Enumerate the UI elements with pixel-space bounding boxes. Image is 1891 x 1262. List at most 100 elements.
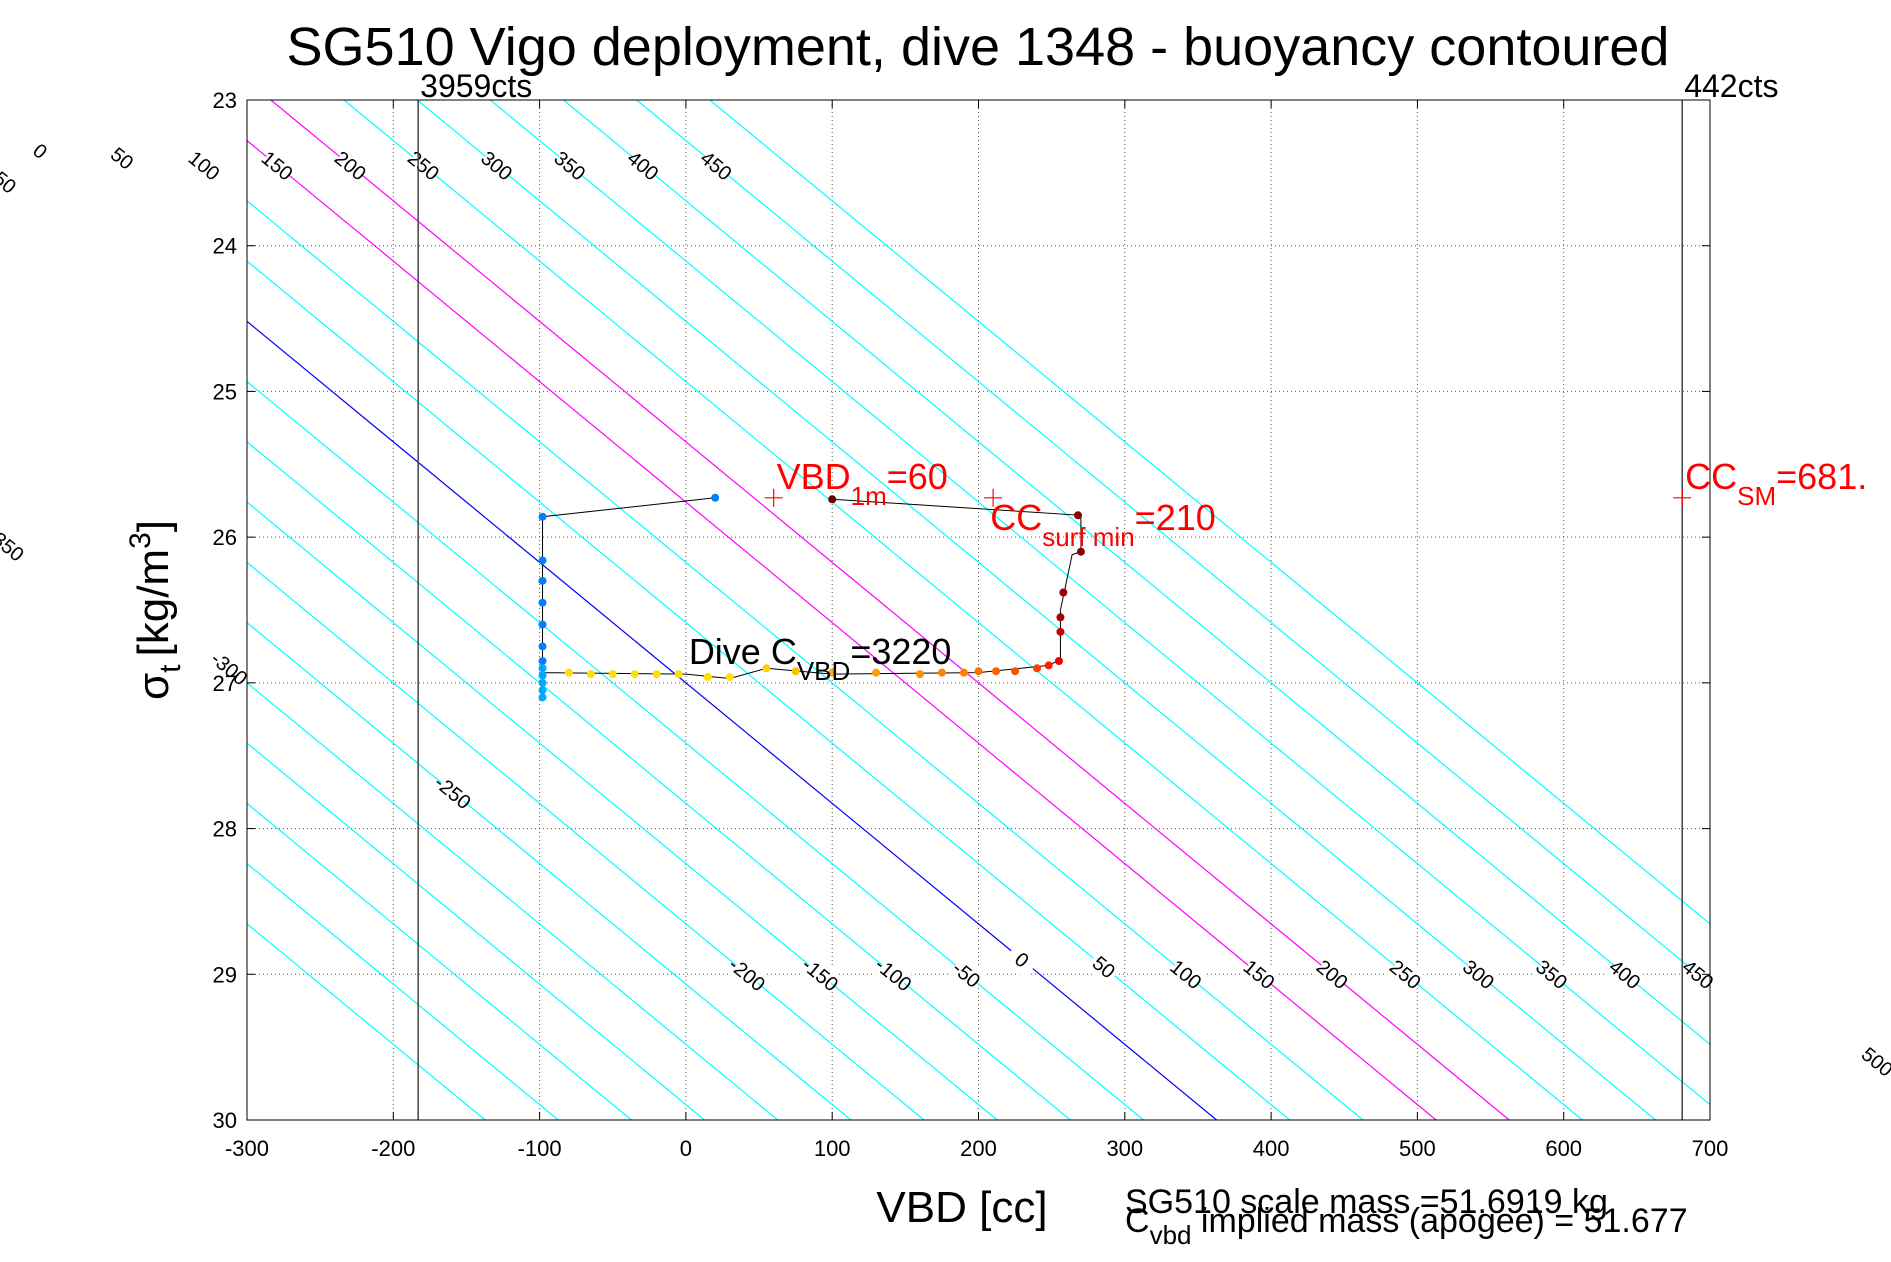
dive-point [762, 664, 771, 673]
dive-point [1059, 588, 1068, 597]
footer-implied-main: C [1125, 1202, 1150, 1240]
x-tick-label: 100 [814, 1136, 851, 1161]
contour-label-bg [1240, 955, 1279, 994]
contour-label-bg [331, 146, 370, 185]
contour-label-bg [185, 146, 224, 185]
contour-line [247, 380, 1144, 1120]
contour-label-bg [1605, 955, 1644, 994]
grid-lines [247, 100, 1710, 1120]
dive-point [652, 670, 661, 679]
contour-line [489, 100, 1710, 1106]
annotation-text: VBD1m=60 [777, 456, 948, 511]
y-axis-unit-close: ] [129, 520, 178, 532]
dive-point [1044, 661, 1053, 670]
dive-point [1076, 547, 1085, 556]
dive-point [959, 668, 968, 677]
contour-label-bg [210, 649, 249, 688]
x-tick-label: 700 [1692, 1136, 1729, 1161]
y-axis-label: σt [kg/m3] [124, 520, 187, 700]
contour-label: -350 [0, 524, 28, 566]
contour-line [416, 100, 1656, 1120]
contour-labels: -500-450-400-350-300-250-200-150-100-500… [0, 132, 1891, 1082]
y-tick-label: 25 [213, 379, 237, 404]
dive-point [674, 670, 683, 679]
contour-line [247, 923, 486, 1120]
dive-point [828, 495, 837, 504]
y-tick-label: 26 [213, 525, 237, 550]
contour-label-bg [801, 955, 840, 994]
y-tick-label: 29 [213, 962, 237, 987]
dive-point [703, 673, 712, 682]
x-tick-label: 400 [1253, 1136, 1290, 1161]
dive-point [586, 670, 595, 679]
contour-label-bg [404, 146, 443, 185]
dive-point [828, 668, 837, 677]
contour-line [247, 501, 998, 1120]
dive-points [538, 493, 1085, 702]
annotations: VBD1m=60 CCsurf min=210 CCSM=681. Dive CVBD… [689, 456, 1867, 686]
x-tick-label: 500 [1399, 1136, 1436, 1161]
reference-markers [764, 488, 1692, 507]
dive-point [872, 668, 881, 677]
contour-label-bg [1002, 940, 1042, 979]
x-tick-label: -300 [225, 1136, 269, 1161]
contour-label-bg [947, 955, 986, 994]
contour-line [247, 742, 705, 1120]
y-axis-unit: [kg/m [129, 549, 178, 657]
dive-point [538, 512, 547, 521]
contour-label-bg [728, 955, 767, 994]
dive-point [1056, 627, 1065, 636]
contour-label-bg [697, 146, 736, 185]
dive-point [725, 673, 734, 682]
contour-line [343, 100, 1583, 1120]
contour-label: 500 [1857, 1043, 1891, 1081]
contour-line [247, 139, 1437, 1120]
dive-point [974, 667, 983, 676]
y-axis-superscript: 3 [124, 532, 157, 549]
footer-implied-tail: implied mass (apogee) = 51.677 [1191, 1202, 1687, 1240]
y-tick-label: 24 [213, 234, 237, 259]
contour-label-bg [1313, 955, 1352, 994]
contour-line [247, 862, 559, 1120]
contour-label: 100 [184, 147, 224, 185]
vbd-limit-label: 3959cts [420, 68, 532, 104]
dive-point [937, 668, 946, 677]
y-tick-label: 23 [213, 88, 237, 113]
x-tick-label: 200 [960, 1136, 997, 1161]
contour-label-bg [874, 955, 913, 994]
contour-line [636, 100, 1710, 985]
contour-label: -50 [0, 163, 20, 198]
y-tick-label: 27 [213, 671, 237, 696]
dive-point [538, 686, 547, 695]
contour-label-bg [433, 773, 472, 812]
dive-point [538, 693, 547, 702]
vbd-limit-lines: 3959cts 442cts [417, 68, 1778, 1120]
dive-point [538, 620, 547, 629]
vbd-limit-label: 442cts [1684, 68, 1778, 104]
chart-title: SG510 Vigo deployment, dive 1348 - buoya… [287, 17, 1670, 77]
y-axis-subscript: t [154, 664, 187, 673]
contour-line [247, 802, 632, 1120]
contour-label-bg [0, 525, 25, 564]
dive-point [630, 670, 639, 679]
annotation-text: CCsurf min=210 [990, 497, 1216, 552]
contour-line [247, 320, 1217, 1120]
contour-label-bg [1459, 955, 1498, 994]
dive-point [538, 678, 547, 687]
contour-label-bg [258, 146, 297, 185]
contour-label-bg [477, 146, 516, 185]
footer-scale-mass: SG510 scale mass =51.6919 kg [1125, 1183, 1608, 1221]
contour-label-bg [1858, 1042, 1891, 1081]
dive-point [538, 664, 547, 673]
contour-label: 50 [106, 143, 137, 174]
dive-point [538, 598, 547, 607]
contour-line [247, 200, 1364, 1120]
contour-line [709, 100, 1710, 925]
dive-point [538, 657, 547, 665]
contour-label-bg [1532, 955, 1571, 994]
dive-point [538, 576, 547, 585]
dive-point [1054, 657, 1063, 665]
dive-point [915, 670, 924, 679]
footer-implied-sub: vbd [1150, 1220, 1192, 1250]
dive-point [538, 642, 547, 651]
